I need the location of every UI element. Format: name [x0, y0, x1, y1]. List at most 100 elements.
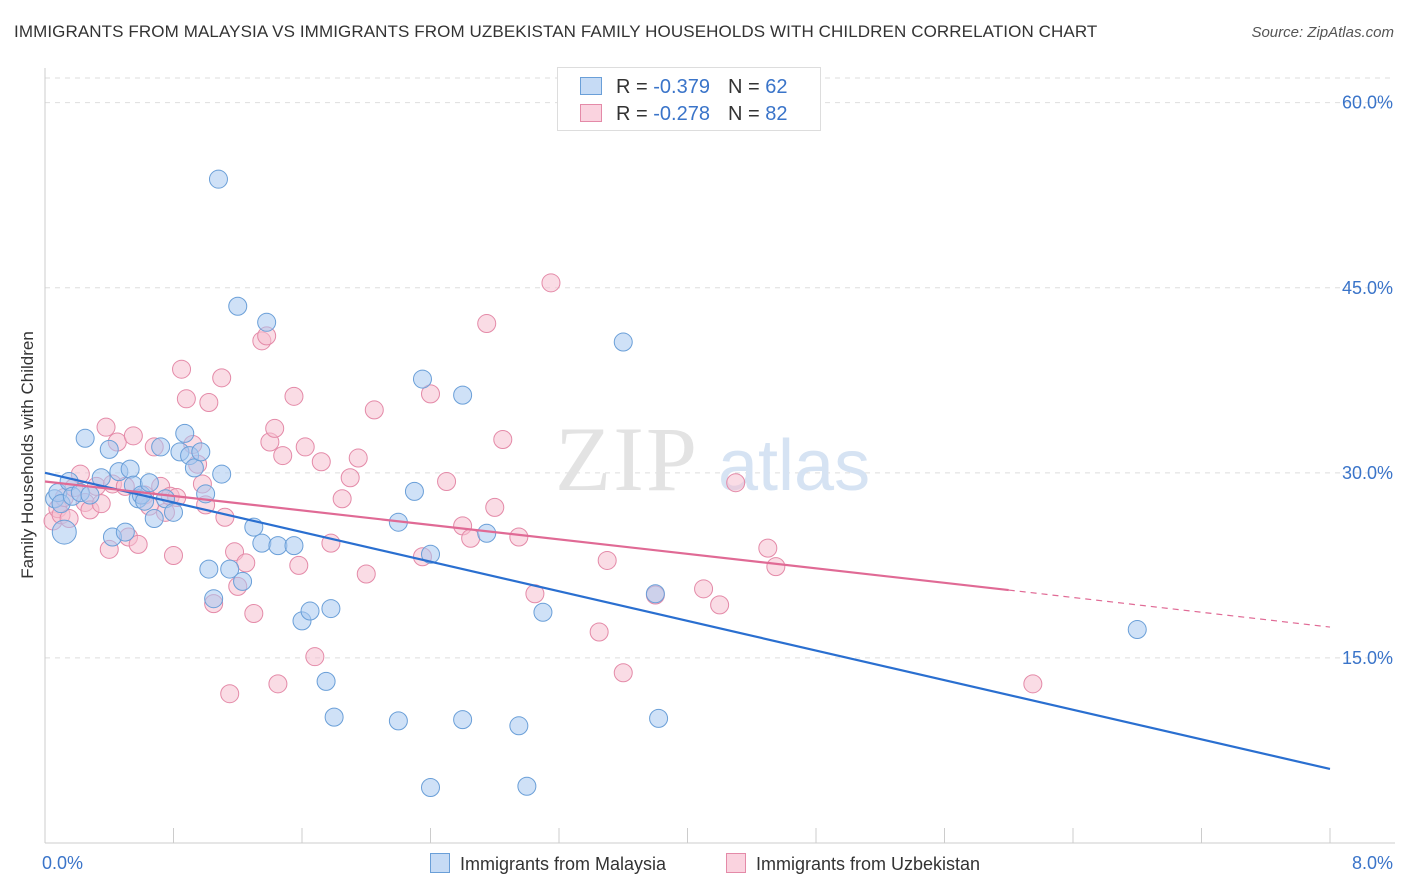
- malaysia-point: [300, 601, 320, 621]
- uzbekistan-point: [461, 528, 481, 548]
- malaysia-point: [412, 369, 432, 389]
- uzbekistan-point: [128, 534, 148, 554]
- bottom-legend-uzbekistan-label: Immigrants from Uzbekistan: [756, 854, 981, 874]
- malaysia-point: [175, 423, 195, 443]
- uzbekistan-point: [758, 538, 778, 558]
- uzbekistan-point: [311, 452, 331, 472]
- uzbekistan-point: [364, 400, 384, 420]
- uzbekistan-point: [726, 473, 746, 493]
- uzbekistan-point: [1023, 674, 1043, 694]
- uzbekistan-point: [215, 507, 235, 527]
- uzbekistan-point: [485, 497, 505, 517]
- chart-source: Source: ZipAtlas.com: [1251, 24, 1394, 41]
- y-tick-label: 45.0%: [1342, 278, 1393, 298]
- x-tick-label: 8.0%: [1352, 853, 1393, 873]
- legend-r-label: R =: [616, 76, 654, 98]
- uzbekistan-point: [305, 647, 325, 667]
- malaysia-point: [115, 522, 135, 542]
- malaysia-point: [324, 707, 344, 727]
- malaysia-point: [388, 711, 408, 731]
- malaysia-point: [421, 544, 440, 564]
- uzbekistan-point: [176, 389, 196, 409]
- malaysia-point: [220, 559, 240, 579]
- uzbekistan-point: [421, 384, 440, 404]
- uzbekistan-point: [597, 550, 617, 570]
- malaysia-point: [184, 458, 204, 478]
- watermark-atlas: atlas: [718, 426, 870, 506]
- malaysia-point: [252, 533, 272, 553]
- malaysia-point: [144, 508, 164, 528]
- legend-r-value: -0.278: [653, 103, 710, 125]
- malaysia-point: [204, 589, 224, 609]
- malaysia-point: [421, 777, 440, 797]
- uzbekistan-point: [589, 622, 609, 642]
- malaysia-point: [164, 502, 183, 522]
- uzbekistan-point: [766, 557, 786, 577]
- legend-n-label: N =: [727, 103, 766, 125]
- malaysia-swatch: [580, 77, 602, 95]
- uzbekistan-point: [268, 674, 288, 694]
- malaysia-point: [139, 473, 159, 493]
- malaysia-point: [199, 559, 219, 579]
- uzbekistan-point: [694, 579, 714, 599]
- uzbekistan-point: [265, 418, 285, 438]
- malaysia-points: [45, 169, 1147, 797]
- uzbekistan-point: [493, 430, 513, 450]
- uzbekistan-point: [437, 471, 457, 491]
- uzbekistan-point: [348, 448, 368, 468]
- malaysia-trend-line: [44, 471, 1331, 771]
- malaysia-point: [120, 459, 140, 479]
- malaysia-point: [649, 708, 669, 728]
- malaysia-point: [645, 584, 665, 604]
- uzbekistan-point: [273, 446, 293, 466]
- malaysia-point: [268, 536, 288, 556]
- uzbekistan-trend-extension: [1008, 589, 1331, 628]
- malaysia-point: [509, 716, 529, 736]
- uzbekistan-point: [332, 489, 352, 509]
- malaysia-point: [404, 481, 424, 501]
- uzbekistan-point: [710, 595, 730, 615]
- uzbekistan-points: [43, 273, 1043, 704]
- legend-row-malaysia: R = -0.379 N = 62: [580, 76, 787, 100]
- uzbekistan-trend-line: [44, 480, 1009, 592]
- malaysia-point: [316, 671, 336, 691]
- watermark-zip: ZIP: [555, 408, 699, 510]
- bottom-legend-malaysia-label: Immigrants from Malaysia: [460, 854, 667, 874]
- uzbekistan-point: [289, 555, 309, 575]
- uzbekistan-point: [212, 368, 232, 388]
- malaysia-point: [99, 439, 119, 459]
- malaysia-point: [517, 776, 537, 796]
- uzbekistan-point: [164, 546, 183, 566]
- legend-r-value: -0.379: [653, 76, 710, 98]
- y-axis-label: Family Households with Children: [18, 331, 37, 579]
- tick-labels: 15.0% 30.0% 45.0% 60.0% 0.0% 8.0%: [42, 93, 1393, 873]
- uzbekistan-point: [295, 437, 315, 457]
- uzbekistan-point: [220, 684, 240, 704]
- trend-lines: [44, 471, 1331, 771]
- y-tick-label: 15.0%: [1342, 648, 1393, 668]
- bottom-legend-malaysia: Immigrants from Malaysia: [430, 853, 666, 875]
- legend-n-value: 82: [765, 103, 788, 125]
- legend-row-uzbekistan: R = -0.278 N = 82: [580, 103, 787, 127]
- legend-n-label: N =: [727, 76, 766, 98]
- malaysia-point: [533, 602, 553, 622]
- malaysia-point: [75, 428, 95, 448]
- malaysia-swatch: [430, 853, 450, 873]
- uzbekistan-swatch: [726, 853, 746, 873]
- malaysia-point: [257, 312, 277, 332]
- uzbekistan-point: [356, 564, 376, 584]
- chart-title: IMMIGRANTS FROM MALAYSIA VS IMMIGRANTS F…: [14, 22, 1098, 41]
- legend-r-label: R =: [616, 103, 654, 125]
- y-tick-label: 60.0%: [1342, 93, 1393, 113]
- malaysia-point: [613, 332, 633, 352]
- malaysia-point: [453, 710, 473, 730]
- uzbekistan-swatch: [580, 104, 602, 122]
- legend-n-value: 62: [765, 76, 788, 98]
- malaysia-point: [453, 385, 473, 405]
- bottom-legend-uzbekistan: Immigrants from Uzbekistan: [726, 853, 980, 875]
- uzbekistan-point: [340, 468, 360, 488]
- uzbekistan-point: [236, 553, 256, 573]
- uzbekistan-point: [541, 273, 561, 293]
- uzbekistan-point: [199, 393, 219, 413]
